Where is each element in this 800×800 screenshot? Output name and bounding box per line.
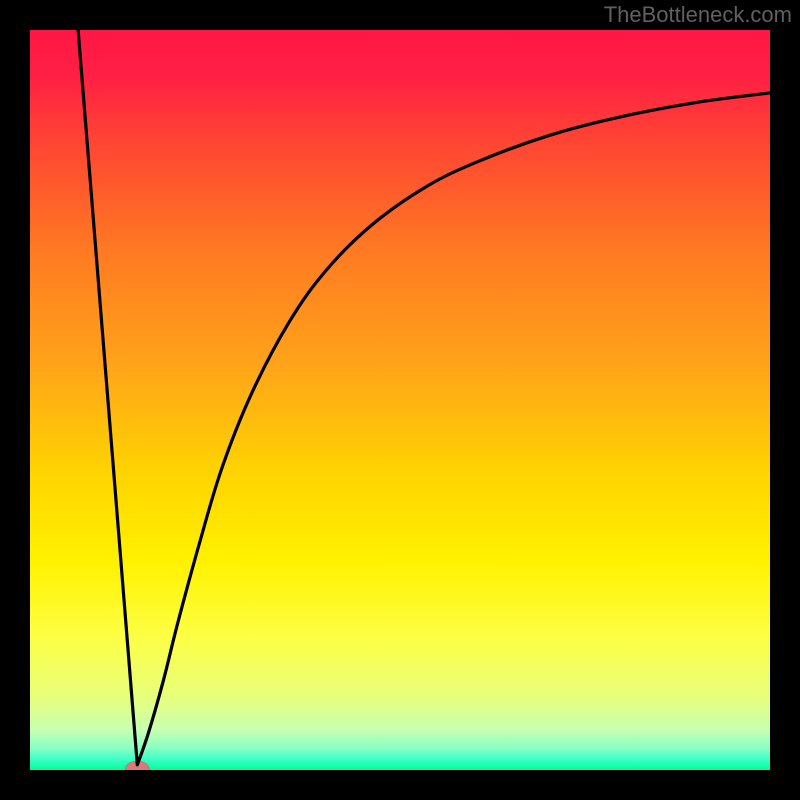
chart-svg [0, 0, 800, 800]
watermark-text: TheBottleneck.com [604, 2, 792, 28]
bottleneck-chart: TheBottleneck.com [0, 0, 800, 800]
chart-background [30, 30, 770, 770]
